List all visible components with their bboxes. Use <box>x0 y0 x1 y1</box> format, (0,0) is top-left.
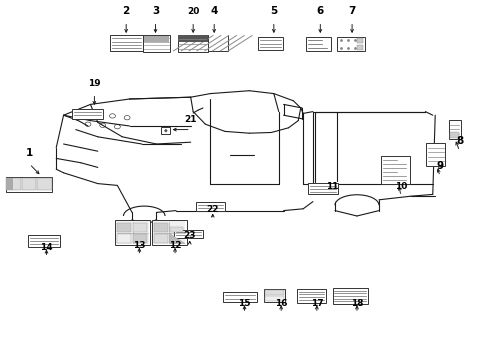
Text: 4: 4 <box>210 6 218 16</box>
Text: 20: 20 <box>186 7 199 16</box>
Bar <box>223 292 257 302</box>
Bar <box>337 37 364 51</box>
Text: 21: 21 <box>184 115 197 124</box>
Bar <box>151 220 186 245</box>
Bar <box>117 223 130 232</box>
Text: 7: 7 <box>347 6 355 16</box>
Bar <box>448 120 460 139</box>
Bar <box>133 234 146 243</box>
Bar <box>28 235 60 247</box>
Bar <box>305 37 330 51</box>
Bar <box>161 127 170 134</box>
Bar <box>143 36 169 42</box>
Text: 12: 12 <box>168 241 181 250</box>
Bar <box>6 178 21 190</box>
Bar <box>169 227 183 232</box>
Bar <box>142 35 170 52</box>
Bar <box>264 289 284 302</box>
Bar <box>72 109 102 119</box>
Bar <box>37 178 52 190</box>
Bar <box>297 289 325 303</box>
Text: 5: 5 <box>270 6 277 16</box>
Text: 2: 2 <box>122 6 129 16</box>
Text: 3: 3 <box>152 6 159 16</box>
Text: 16: 16 <box>274 299 287 308</box>
Polygon shape <box>169 234 184 244</box>
Bar <box>153 221 185 244</box>
Bar <box>110 35 143 51</box>
Bar <box>356 45 363 50</box>
Bar <box>200 35 227 51</box>
Text: 8: 8 <box>455 136 462 146</box>
Bar <box>264 289 283 295</box>
Bar <box>133 223 146 232</box>
Bar <box>116 221 148 244</box>
Bar <box>449 132 459 138</box>
Text: 22: 22 <box>206 205 219 214</box>
Text: ◆: ◆ <box>163 128 167 133</box>
Text: 18: 18 <box>350 299 363 308</box>
Bar <box>154 234 168 243</box>
Bar <box>426 143 444 166</box>
Bar <box>177 35 207 42</box>
Text: 1: 1 <box>26 148 33 158</box>
Bar <box>332 288 367 304</box>
Bar <box>356 38 363 43</box>
Bar <box>6 177 52 192</box>
Bar <box>381 156 409 184</box>
Bar <box>6 178 13 190</box>
Text: 17: 17 <box>310 299 323 308</box>
Bar <box>200 35 227 51</box>
Bar <box>154 223 168 232</box>
Bar <box>22 178 36 190</box>
Bar <box>177 35 207 52</box>
Text: 14: 14 <box>40 243 53 252</box>
Bar <box>307 183 338 194</box>
Bar <box>264 296 283 301</box>
Bar <box>173 230 203 238</box>
Text: 6: 6 <box>316 6 323 16</box>
Text: 9: 9 <box>436 161 443 171</box>
Text: 19: 19 <box>88 79 101 88</box>
Text: 23: 23 <box>183 231 196 240</box>
Bar <box>115 220 150 245</box>
Text: 11: 11 <box>325 182 338 191</box>
Text: 13: 13 <box>133 241 145 250</box>
Bar <box>117 234 130 243</box>
Text: 10: 10 <box>394 182 407 191</box>
Bar <box>195 202 224 211</box>
Text: 15: 15 <box>238 299 250 308</box>
Bar <box>258 37 282 50</box>
